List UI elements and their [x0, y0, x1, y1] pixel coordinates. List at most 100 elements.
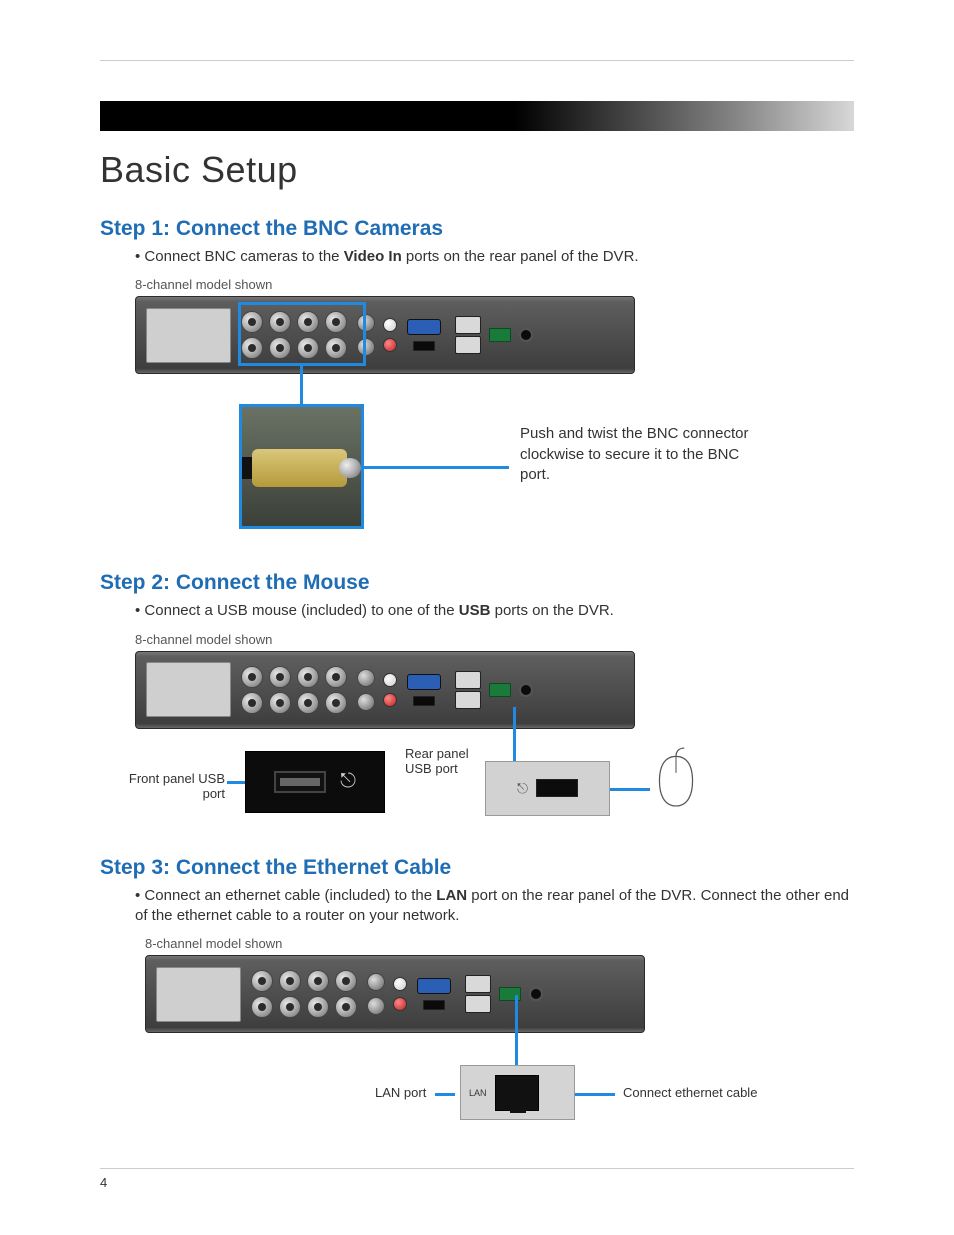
- lan-stack: [465, 975, 491, 1013]
- front-usb-closeup: ⎋: [245, 751, 385, 813]
- audio-rca-red: [383, 338, 397, 352]
- vga-port: [407, 674, 441, 690]
- bnc-port: [335, 996, 357, 1018]
- bnc-port: [269, 666, 291, 688]
- step1-bullet: Connect BNC cameras to the Video In port…: [135, 247, 854, 267]
- bnc-port: [241, 311, 263, 333]
- warning-plate: [156, 967, 241, 1022]
- vga-port: [407, 319, 441, 335]
- usb-port-rear: [413, 341, 435, 351]
- bnc-port: [297, 692, 319, 714]
- dvr-rear-panel-step3: [145, 955, 645, 1033]
- bnc-port: [251, 970, 273, 992]
- vga-port: [417, 978, 451, 994]
- video-out-bnc: [367, 973, 385, 991]
- step3-bullet: Connect an ethernet cable (included) to …: [135, 886, 854, 927]
- bnc-port: [297, 311, 319, 333]
- bnc-port: [279, 996, 301, 1018]
- bnc-port: [297, 337, 319, 359]
- bnc-port: [325, 692, 347, 714]
- ethernet-jack: [495, 1075, 539, 1111]
- step1-heading: Step 1: Connect the BNC Cameras: [100, 217, 854, 241]
- lan-port2: [455, 691, 481, 709]
- usb-icon: ⎋: [517, 780, 528, 797]
- audio-rca-red: [383, 693, 397, 707]
- step2-heading: Step 2: Connect the Mouse: [100, 571, 854, 595]
- step1-bullet-pre: Connect BNC cameras to the: [144, 248, 343, 265]
- usb-icon: ⎋: [340, 770, 356, 793]
- dvr-rear-panel-step2: [135, 651, 635, 729]
- bnc-plug: [252, 449, 347, 487]
- step1-note: Push and twist the BNC connector clockwi…: [520, 424, 750, 485]
- audio-rca-white: [393, 977, 407, 991]
- callout-line: [227, 781, 245, 784]
- callout-line: [513, 707, 516, 762]
- bnc-port: [241, 666, 263, 688]
- dc-jack: [519, 683, 533, 697]
- bottom-rule: [100, 1168, 854, 1169]
- lan-stack: [455, 316, 481, 354]
- bnc-port: [325, 311, 347, 333]
- callout-line: [435, 1093, 455, 1096]
- lan-port: [465, 975, 491, 993]
- lan-port: [455, 316, 481, 334]
- video-out-bnc: [357, 338, 375, 356]
- usb-port-rear: [413, 696, 435, 706]
- video-out-bnc: [357, 693, 375, 711]
- bnc-port: [251, 996, 273, 1018]
- front-usb-label: Front panel USB port: [125, 771, 225, 802]
- dc-jack: [529, 987, 543, 1001]
- bnc-port: [279, 970, 301, 992]
- bnc-port: [307, 970, 329, 992]
- step1-caption: 8-channel model shown: [135, 277, 854, 292]
- usb-port-icon: [274, 771, 326, 793]
- lan-stack: [455, 671, 481, 709]
- callout-line: [515, 995, 518, 1065]
- audio-rca-white: [383, 318, 397, 332]
- bnc-block: [251, 970, 357, 1018]
- ethernet-cable-label: Connect ethernet cable: [623, 1085, 757, 1101]
- step3-bullet-pre: Connect an ethernet cable (included) to …: [144, 887, 436, 904]
- video-out-bnc: [357, 669, 375, 687]
- step1-bullet-post: ports on the rear panel of the DVR.: [402, 248, 639, 265]
- page-title: Basic Setup: [100, 149, 854, 191]
- dc-jack: [519, 328, 533, 342]
- rs485-terminal: [489, 328, 511, 342]
- warning-plate: [146, 308, 231, 363]
- step2-bullet-bold: USB: [459, 602, 491, 619]
- callout-line: [610, 788, 650, 791]
- video-out-bnc: [357, 314, 375, 332]
- bnc-block: [241, 311, 347, 359]
- rs485-terminal: [489, 683, 511, 697]
- lan-closeup-label: LAN: [469, 1088, 487, 1098]
- header-banner: [100, 101, 854, 131]
- callout-line: [300, 366, 303, 406]
- bnc-port: [297, 666, 319, 688]
- step3-caption: 8-channel model shown: [145, 936, 854, 951]
- bnc-port: [269, 692, 291, 714]
- step2-bullet-post: ports on the DVR.: [490, 602, 613, 619]
- audio-rca-white: [383, 673, 397, 687]
- callout-line: [575, 1093, 615, 1096]
- lan-closeup: LAN: [460, 1065, 575, 1120]
- bnc-port: [241, 692, 263, 714]
- lan-port2: [455, 336, 481, 354]
- audio-rca-red: [393, 997, 407, 1011]
- lan-port2: [465, 995, 491, 1013]
- step3-heading: Step 3: Connect the Ethernet Cable: [100, 856, 854, 880]
- bnc-port: [269, 311, 291, 333]
- usb-slot: [536, 779, 578, 797]
- bnc-port: [325, 666, 347, 688]
- usb-port-rear: [423, 1000, 445, 1010]
- bnc-closeup: [239, 404, 364, 529]
- bnc-port: [307, 996, 329, 1018]
- rear-usb-closeup: ⎋: [485, 761, 610, 816]
- warning-plate: [146, 662, 231, 717]
- step3-bullet-bold: LAN: [436, 887, 467, 904]
- lan-port-label: LAN port: [375, 1085, 426, 1101]
- dvr-rear-panel-step1: [135, 296, 635, 374]
- bnc-port: [325, 337, 347, 359]
- step2-bullet: Connect a USB mouse (included) to one of…: [135, 601, 854, 621]
- rear-usb-label: Rear panel USB port: [405, 746, 485, 777]
- video-out-bnc: [367, 997, 385, 1015]
